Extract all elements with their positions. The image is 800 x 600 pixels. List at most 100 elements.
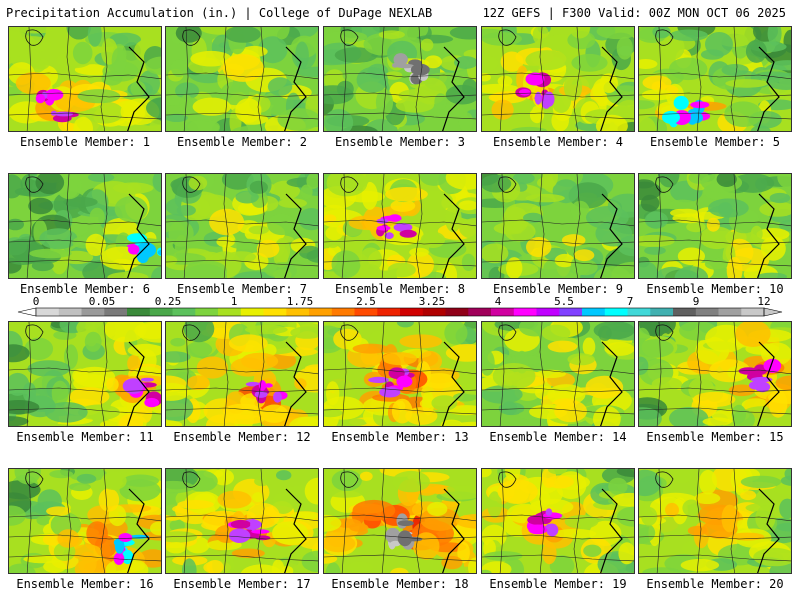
coastline [127, 341, 150, 426]
precip-field [324, 174, 476, 278]
precip-cell [300, 184, 313, 200]
precip-cell [324, 534, 356, 553]
precip-cell [735, 322, 771, 347]
precip-extreme-cell [689, 112, 703, 124]
precip-cell [257, 36, 288, 64]
precip-cell [757, 272, 787, 278]
lake-outline [182, 471, 201, 488]
precip-cell [130, 81, 146, 97]
precip-cell [324, 214, 337, 223]
coastline [757, 488, 780, 573]
precip-cell [482, 569, 492, 573]
precip-cell [271, 521, 309, 545]
precip-cell [49, 470, 74, 479]
state-border [381, 27, 387, 131]
precip-field [639, 322, 791, 426]
precip-cell [166, 480, 195, 494]
colorbar-swatch [104, 308, 128, 316]
state-border [482, 112, 634, 120]
precip-extreme-cell [114, 538, 125, 554]
precip-cell [267, 213, 296, 236]
member-label: Ensemble Member: 19 [489, 577, 627, 591]
precip-cell [567, 353, 595, 366]
precip-cell [114, 196, 148, 223]
precip-extreme-cell [128, 244, 140, 255]
precip-cell [224, 27, 261, 43]
precip-cell [665, 502, 679, 517]
run-info: 12Z GEFS | F300 Valid: 00Z MON OCT 06 20… [482, 6, 786, 20]
state-border [415, 322, 423, 426]
precip-cell [593, 406, 621, 426]
colorbar-tick-label: 4 [494, 295, 502, 308]
member-label: Ensemble Member: 14 [489, 430, 627, 444]
state-border [166, 219, 318, 227]
precip-cell [482, 469, 492, 478]
ensemble-map-panel [481, 468, 635, 574]
state-border [100, 322, 108, 426]
state-border [257, 174, 265, 278]
precip-cell [14, 187, 38, 196]
precip-cell [595, 114, 628, 131]
member-label: Ensemble Member: 16 [16, 577, 154, 591]
precip-cell [459, 217, 476, 240]
precip-extreme-cell [230, 519, 251, 529]
precip-cell [183, 322, 215, 343]
coastline [442, 488, 465, 573]
precip-cell [492, 363, 536, 390]
state-border [482, 407, 634, 415]
precip-cell [424, 55, 442, 69]
precip-extreme-cell [118, 533, 133, 542]
colorbar-swatch [36, 308, 60, 316]
precip-cell [256, 239, 280, 258]
precip-extreme-cell [264, 383, 273, 388]
precip-extreme-cell [393, 53, 408, 66]
precip-cell [699, 469, 717, 495]
precip-cell [148, 119, 161, 131]
precip-extreme-cell [764, 358, 782, 373]
lake-outline [340, 471, 359, 488]
state-border [539, 27, 545, 131]
precip-cell [658, 174, 680, 188]
precip-cell [525, 193, 565, 203]
precip-cell [304, 477, 318, 505]
precip-cell [753, 547, 791, 567]
state-border [9, 534, 161, 540]
precip-cell [431, 395, 458, 411]
precip-cell [185, 341, 213, 358]
precip-cell [612, 492, 634, 507]
lake-outline [340, 29, 359, 46]
precip-cell [445, 174, 476, 190]
precip-cell [569, 27, 591, 39]
precip-cell [777, 174, 791, 190]
state-border [9, 514, 161, 522]
colorbar-swatch [582, 308, 606, 316]
precip-cell [145, 56, 161, 75]
state-border [573, 322, 581, 426]
state-border [730, 469, 738, 573]
colorbar-swatch [195, 308, 219, 316]
member-label: Ensemble Member: 13 [331, 430, 469, 444]
precip-cell [9, 372, 30, 396]
precip-cell [331, 250, 361, 278]
precip-cell [639, 179, 655, 189]
precip-extreme-cell [397, 520, 414, 527]
state-border [166, 367, 318, 375]
precip-cell [57, 529, 80, 548]
precip-cell [166, 420, 183, 426]
precip-cell [725, 79, 769, 88]
precip-extreme-cell [54, 111, 73, 117]
lake-outline [25, 29, 44, 46]
state-border [324, 367, 476, 375]
precip-cell [14, 469, 41, 485]
precip-extreme-cell [543, 91, 555, 107]
precip-cell [652, 27, 671, 39]
state-border [9, 219, 161, 227]
member-label: Ensemble Member: 5 [649, 135, 781, 149]
state-border [381, 469, 387, 573]
precip-cell [361, 181, 378, 210]
precip-cell [639, 261, 659, 278]
precip-cell [222, 54, 264, 82]
state-border [9, 367, 161, 375]
precip-extreme-cell [750, 376, 773, 383]
precip-cell [228, 238, 264, 250]
